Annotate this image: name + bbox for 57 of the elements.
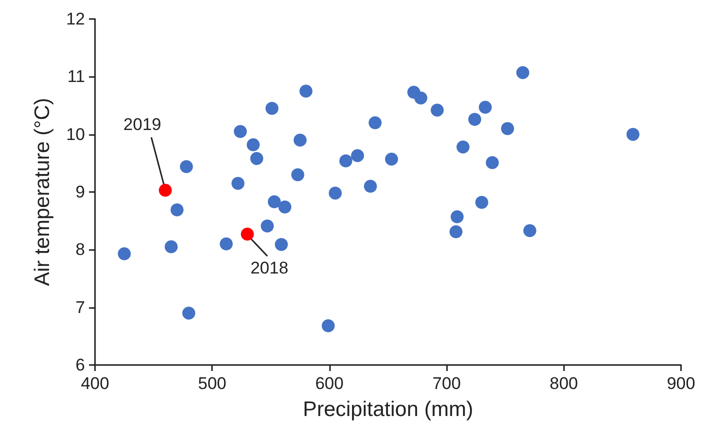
- point: [339, 154, 352, 168]
- x-axis-title: Precipitation (mm): [302, 398, 474, 421]
- point: [322, 319, 335, 332]
- y-tick-label: 9: [76, 182, 85, 202]
- point: [364, 180, 377, 193]
- x-tick-label: 800: [550, 374, 578, 393]
- point: [246, 138, 260, 152]
- annotation: 2019: [123, 114, 162, 134]
- point: [450, 210, 464, 224]
- x-tick-label: 900: [666, 374, 696, 393]
- point: [268, 195, 281, 208]
- point: [486, 156, 499, 170]
- point: [240, 228, 254, 241]
- point: [449, 225, 462, 238]
- point: [180, 160, 193, 174]
- point: [265, 102, 278, 115]
- point: [278, 200, 292, 214]
- x-tick-label: 400: [80, 374, 110, 393]
- point: [164, 240, 178, 254]
- point: [158, 184, 172, 197]
- annotation: 2018: [250, 258, 288, 278]
- y-axis-title: Air temperature (°C): [31, 98, 54, 286]
- point: [234, 124, 247, 138]
- point: [299, 84, 312, 98]
- point: [385, 152, 398, 166]
- point: [274, 238, 288, 251]
- point: [260, 220, 274, 233]
- y-tick-label: 8: [76, 240, 85, 260]
- point: [118, 247, 131, 260]
- point: [523, 224, 536, 238]
- point: [456, 140, 470, 154]
- point: [430, 104, 444, 117]
- point: [516, 66, 530, 80]
- point: [368, 116, 382, 130]
- y-tick-label: 10: [66, 124, 85, 144]
- point: [170, 203, 184, 216]
- point: [475, 196, 488, 209]
- y-tick-label: 6: [76, 356, 85, 374]
- point: [468, 112, 482, 126]
- point: [351, 149, 364, 162]
- point: [220, 237, 233, 250]
- y-tick-label: 11: [67, 67, 85, 86]
- point: [294, 134, 307, 147]
- y-tick-label: 12: [66, 10, 85, 28]
- point: [501, 122, 514, 136]
- point: [328, 186, 342, 200]
- point: [182, 306, 196, 320]
- point: [231, 176, 244, 190]
- point: [626, 128, 640, 141]
- x-tick-label: 600: [315, 374, 344, 393]
- y-tick-label: 7: [76, 298, 85, 317]
- x-tick-label: 700: [432, 374, 461, 393]
- point: [250, 152, 264, 166]
- point: [414, 92, 428, 104]
- x-tick-label: 500: [198, 374, 226, 393]
- point: [478, 100, 492, 114]
- point: [291, 168, 304, 182]
